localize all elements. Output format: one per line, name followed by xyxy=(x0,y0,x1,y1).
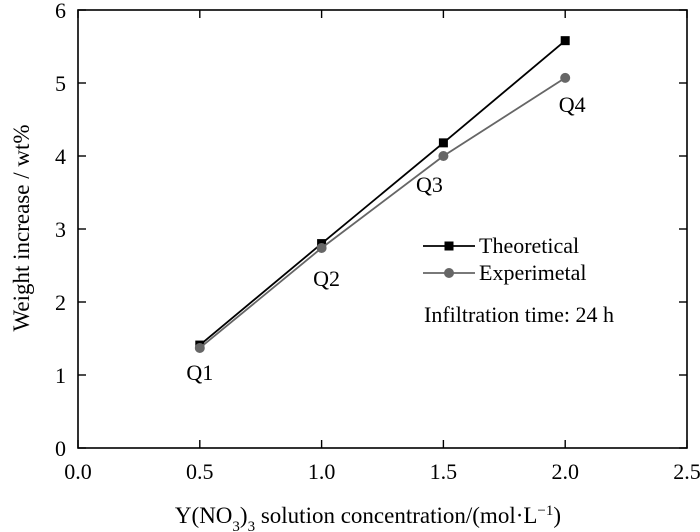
x-axis-title-part: 3 xyxy=(232,519,240,532)
x-axis-title-part: −1 xyxy=(537,503,553,519)
legend-item-experimetal: Experimetal xyxy=(423,260,587,285)
y-tick-label: 6 xyxy=(55,0,66,23)
data-point-experimetal xyxy=(438,151,449,161)
legend-item-theoretical: Theoretical xyxy=(423,233,579,258)
y-tick-label: 0 xyxy=(55,436,66,461)
x-tick-label: 1.0 xyxy=(308,459,336,484)
data-point-experimetal xyxy=(560,72,571,83)
series xyxy=(194,36,571,353)
x-axis-title-part: Y(NO xyxy=(175,503,233,528)
x-axis-title-part: solution concentration/(mol·L xyxy=(255,503,537,528)
legend-marker-experimetal xyxy=(444,268,454,278)
x-axis-title-part: 3 xyxy=(248,519,256,532)
data-point-theoretical xyxy=(560,36,570,46)
x-tick-label: 1.5 xyxy=(430,459,458,484)
data-point-experimetal xyxy=(194,342,205,353)
legend-label-theoretical: Theoretical xyxy=(479,233,579,258)
y-tick-label: 5 xyxy=(55,71,66,96)
y-tick-label: 3 xyxy=(55,217,66,242)
data-point-theoretical xyxy=(438,138,448,148)
x-axis-title-part: ) xyxy=(240,503,248,528)
x-tick-label: 0.0 xyxy=(64,459,92,484)
axes xyxy=(77,9,688,449)
x-tick-label: 0.5 xyxy=(186,459,214,484)
point-label-q1: Q1 xyxy=(186,360,213,385)
series-line-experimetal xyxy=(199,77,566,349)
x-axis-title-part: ) xyxy=(553,503,561,528)
point-label-q4: Q4 xyxy=(559,92,586,117)
x-axis-title: Y(NO3)3 solution concentration/(mol·L−1) xyxy=(175,503,561,532)
legend-label-experimetal: Experimetal xyxy=(479,260,587,285)
point-label-q2: Q2 xyxy=(313,266,340,291)
ticks: 0.0 0.5 1.0 1.5 2.0 2.5 0 1 2 3 4 5 6 xyxy=(55,0,700,484)
series-experimetal xyxy=(194,72,571,353)
y-tick-label: 1 xyxy=(55,363,66,388)
y-tick-label: 2 xyxy=(55,290,66,315)
annotation-infiltration-time: Infiltration time: 24 h xyxy=(424,302,614,327)
data-point-experimetal xyxy=(316,242,327,253)
x-tick-label: 2.5 xyxy=(673,459,700,484)
plot-frame xyxy=(77,9,688,449)
x-tick-label: 2.0 xyxy=(551,459,579,484)
y-axis-title: Weight increase / wt% xyxy=(9,125,34,332)
legend-marker-theoretical xyxy=(444,241,454,251)
point-label-q3: Q3 xyxy=(416,172,443,197)
y-tick-label: 4 xyxy=(55,144,66,169)
point-labels: Q1 Q2 Q3 Q4 xyxy=(186,92,585,385)
series-line-theoretical xyxy=(199,39,566,346)
